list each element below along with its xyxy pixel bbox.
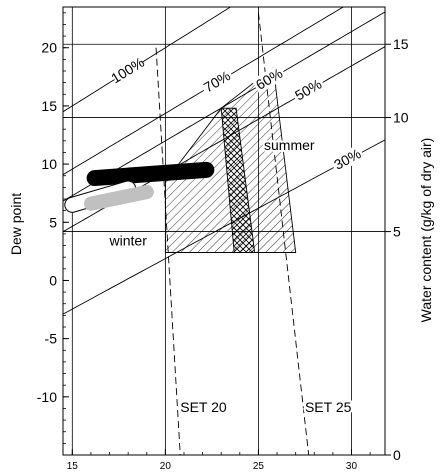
y-tick-label-left: -10 bbox=[37, 389, 57, 405]
rh-curve-label-bg bbox=[109, 54, 146, 86]
rh-curve bbox=[63, 7, 232, 113]
crosshatch-zone bbox=[220, 107, 256, 253]
rh-curve-label-group: 70% bbox=[199, 66, 235, 97]
x-tick-label: 30 bbox=[346, 461, 358, 472]
x-tick-label: 15 bbox=[67, 461, 79, 472]
y-axis-title-left: Dew point bbox=[8, 193, 24, 255]
y-tick-label-right: 10 bbox=[393, 110, 409, 126]
y-tick-label-left: 20 bbox=[41, 40, 57, 56]
set-line-label: SET 20 bbox=[180, 399, 227, 415]
y-tick-label-left: 15 bbox=[41, 98, 57, 114]
x-tick-label: 20 bbox=[160, 461, 172, 472]
plot-layer bbox=[63, 7, 385, 455]
y-tick-label-left: 5 bbox=[49, 214, 57, 230]
y-axis-title-right: Water content (g/kg of dry air) bbox=[418, 138, 434, 323]
rh-curve-label-bg bbox=[251, 63, 287, 94]
y-tick-label-right: 0 bbox=[393, 447, 401, 463]
rh-curve-label-group: 30% bbox=[329, 144, 366, 174]
set-line-label: SET 25 bbox=[305, 399, 352, 415]
y-tick-label-left: -5 bbox=[45, 331, 58, 347]
y-tick-label-left: 0 bbox=[49, 272, 57, 288]
y-tick-label-right: 15 bbox=[393, 36, 409, 52]
winter-zone-label: winter bbox=[109, 233, 148, 249]
rh-curve-label-bg bbox=[290, 74, 327, 105]
x-tick-label: 25 bbox=[253, 461, 265, 472]
y-tick-label-left: 10 bbox=[41, 156, 57, 172]
y-tick-label-right: 5 bbox=[393, 224, 401, 240]
set-line bbox=[257, 12, 310, 455]
plot-frame bbox=[62, 6, 386, 456]
rh-curve-label-bg bbox=[329, 144, 366, 174]
rh-curve-label-group: 100% bbox=[108, 54, 147, 87]
rh-curve-label-bg bbox=[199, 66, 235, 97]
tick-layer: 15 20 25 30 20 15 10 5 0 -5 -10 15 10 5 0 bbox=[37, 12, 409, 472]
rh-curve-label-group: 50% bbox=[290, 74, 327, 105]
band-gray-top bbox=[83, 185, 154, 211]
band-black bbox=[86, 161, 215, 187]
summer-zone-label: summer bbox=[264, 137, 315, 153]
set-line bbox=[155, 47, 181, 455]
rh-curve-label: 100% bbox=[108, 54, 147, 87]
